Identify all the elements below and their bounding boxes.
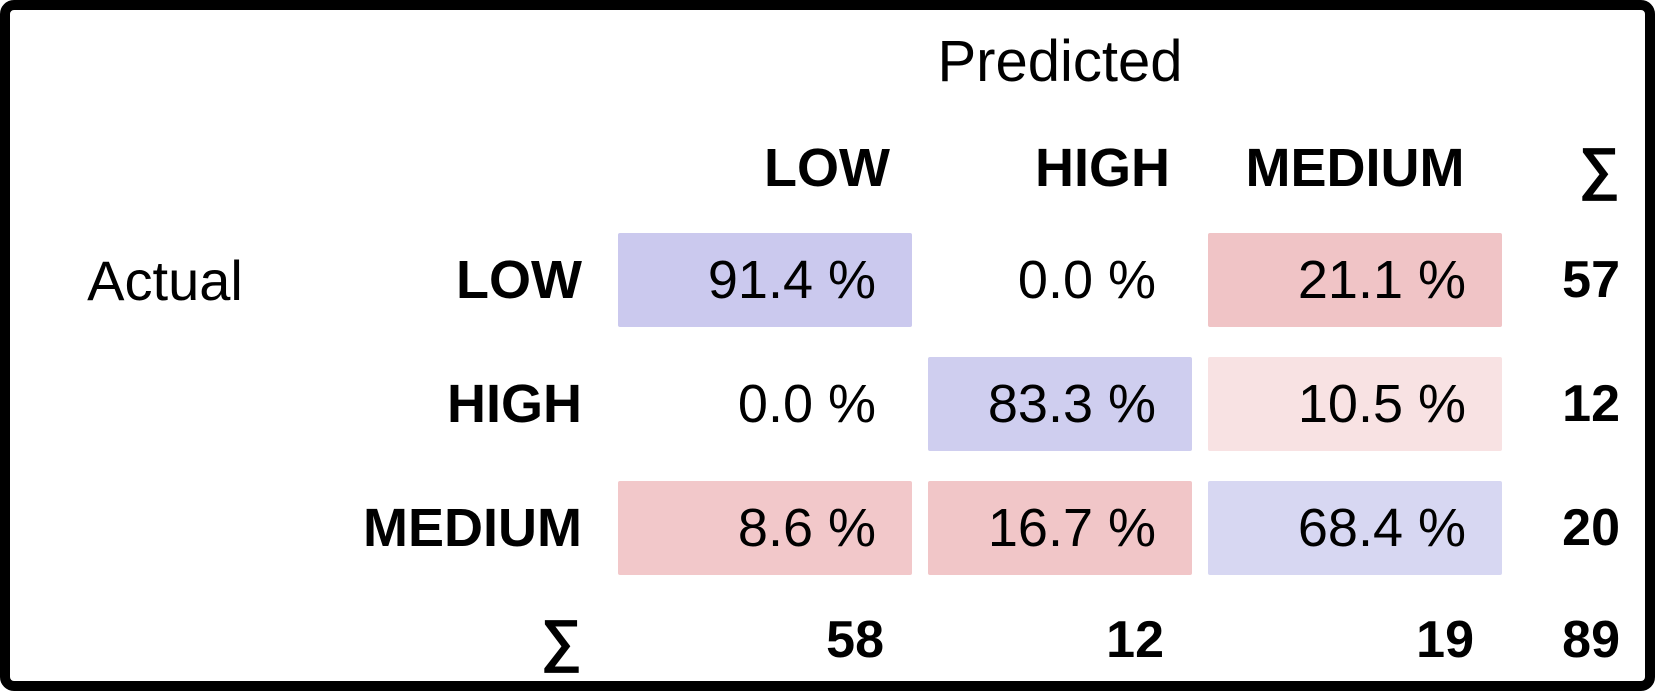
row-label-sum: ∑ xyxy=(280,607,610,674)
actual-axis-label: Actual xyxy=(50,248,280,313)
row-label-low: LOW xyxy=(280,249,610,311)
cell-high-high: 83.3 % xyxy=(928,357,1192,451)
col-header-high: HIGH xyxy=(920,137,1200,199)
cell-low-low: 91.4 % xyxy=(618,233,912,327)
row-total-low: 57 xyxy=(1510,250,1620,310)
col-total-medium: 19 xyxy=(1200,610,1510,670)
col-total-low: 58 xyxy=(610,610,920,670)
confusion-matrix-frame: Predicted Actual LOW HIGH MEDIUM ∑ LOW 9… xyxy=(0,0,1655,691)
row-label-medium: MEDIUM xyxy=(280,497,610,559)
col-header-sum: ∑ xyxy=(1510,135,1620,202)
cell-high-medium: 10.5 % xyxy=(1208,357,1502,451)
cell-medium-medium: 68.4 % xyxy=(1208,481,1502,575)
cell-high-low: 0.0 % xyxy=(618,357,912,451)
predicted-axis-label: Predicted xyxy=(610,28,1510,95)
grand-total: 89 xyxy=(1510,610,1620,670)
col-total-high: 12 xyxy=(920,610,1200,670)
row-total-medium: 20 xyxy=(1510,498,1620,558)
cell-low-high: 0.0 % xyxy=(928,233,1192,327)
row-label-high: HIGH xyxy=(280,373,610,435)
col-header-low: LOW xyxy=(610,137,920,199)
col-header-medium: MEDIUM xyxy=(1200,137,1510,199)
cell-low-medium: 21.1 % xyxy=(1208,233,1502,327)
confusion-matrix-grid: Predicted Actual LOW HIGH MEDIUM ∑ LOW 9… xyxy=(50,28,1605,690)
cell-medium-low: 8.6 % xyxy=(618,481,912,575)
row-total-high: 12 xyxy=(1510,374,1620,434)
cell-medium-high: 16.7 % xyxy=(928,481,1192,575)
